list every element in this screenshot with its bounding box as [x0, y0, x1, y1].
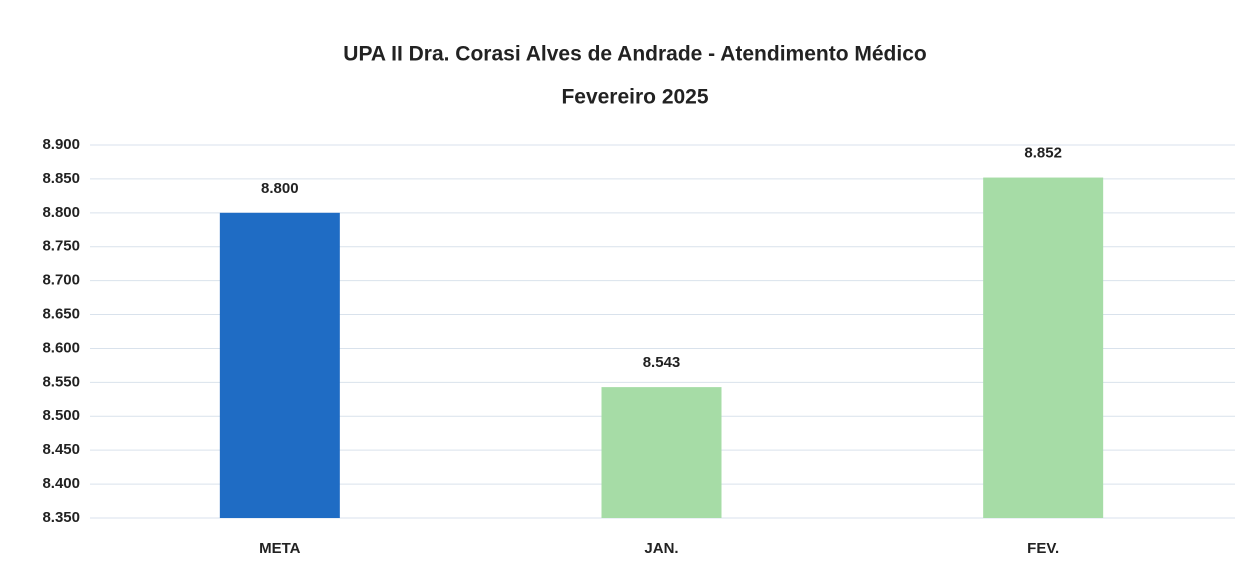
y-tick-label: 8.750 — [42, 238, 80, 255]
data-label: 8.800 — [261, 180, 299, 197]
y-tick-label: 8.350 — [42, 509, 80, 526]
bar — [983, 177, 1104, 518]
y-tick-label: 8.550 — [42, 373, 80, 390]
bar — [219, 212, 340, 518]
chart-title: UPA II Dra. Corasi Alves de Andrade - At… — [343, 43, 926, 66]
y-tick-label: 8.600 — [42, 339, 80, 356]
chart-subtitle: Fevereiro 2025 — [561, 86, 708, 109]
y-tick-label: 8.700 — [42, 272, 80, 289]
y-tick-label: 8.850 — [42, 170, 80, 187]
y-tick-label: 8.800 — [42, 204, 80, 221]
data-label: 8.543 — [643, 354, 681, 371]
bar — [601, 387, 722, 518]
x-tick-label: FEV. — [1027, 540, 1059, 557]
y-tick-label: 8.450 — [42, 441, 80, 458]
data-label: 8.852 — [1024, 145, 1062, 162]
y-tick-label: 8.500 — [42, 407, 80, 424]
y-tick-label: 8.900 — [42, 136, 80, 153]
x-tick-label: META — [259, 540, 301, 557]
x-tick-label: JAN. — [644, 540, 678, 557]
y-tick-label: 8.650 — [42, 306, 80, 323]
y-tick-label: 8.400 — [42, 475, 80, 492]
